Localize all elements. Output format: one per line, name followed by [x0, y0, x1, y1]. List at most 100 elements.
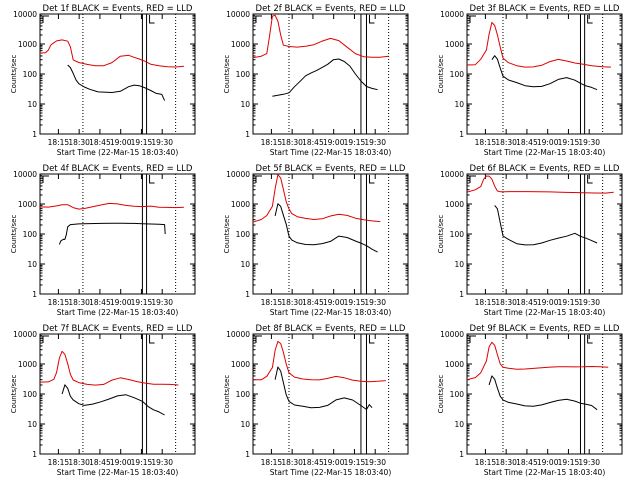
- panel-8: Det 8f BLACK = Events, RED = LLD 1 10 100 10…: [223, 324, 409, 477]
- y-tick-label: 100: [236, 390, 251, 399]
- y-axis-label: Counts/sec: [437, 215, 445, 254]
- x-tick-label: 18:30: [281, 458, 303, 467]
- y-tick-label: 1: [459, 290, 464, 299]
- y-axis-label: Counts/sec: [10, 55, 18, 94]
- y-tick-label: 10: [27, 260, 37, 269]
- x-tick-label: 19:15: [558, 138, 580, 147]
- y-tick-label: 1: [32, 130, 37, 139]
- x-tick-label: 18:15: [475, 458, 497, 467]
- series-line-lld: [39, 202, 184, 210]
- x-axis-label: Start Time (22-Mar-15 18:03:40): [270, 148, 392, 157]
- x-tick-label: 19:30: [151, 138, 173, 147]
- y-axis-label: Counts/sec: [223, 215, 231, 254]
- x-tick-label: 18:30: [495, 458, 517, 467]
- y-tick-label: 10: [27, 420, 37, 429]
- panel-5: Det 5f BLACK = Events, RED = LLD 1 10 100 10…: [223, 164, 409, 317]
- x-tick-label: 19:30: [364, 138, 386, 147]
- plot-frame: [39, 13, 196, 135]
- x-tick-label: 19:30: [578, 458, 600, 467]
- y-tick-label: 100: [450, 230, 465, 239]
- y-tick-label: 10000: [13, 170, 37, 179]
- y-axis-label: Counts/sec: [223, 55, 231, 94]
- x-axis-label: Start Time (22-Mar-15 18:03:40): [57, 148, 179, 157]
- x-tick-label: 18:30: [68, 458, 90, 467]
- series-line-events: [274, 203, 378, 253]
- y-tick-label: 1000: [231, 40, 250, 49]
- corner-flag: [42, 175, 49, 183]
- y-tick-label: 1: [32, 450, 37, 459]
- y-tick-label: 10: [454, 260, 464, 269]
- panel-2: Det 2f BLACK = Events, RED = LLD 1 10 100 10…: [223, 4, 409, 157]
- x-tick-label: 18:15: [261, 298, 283, 307]
- x-tick-label: 18:30: [281, 298, 303, 307]
- series-line-lld: [466, 175, 614, 194]
- y-tick-label: 10: [240, 260, 250, 269]
- y-tick-label: 1: [245, 290, 250, 299]
- series-line-events: [67, 64, 166, 101]
- x-tick-label: 18:45: [516, 298, 538, 307]
- x-tick-label: 19:00: [323, 138, 345, 147]
- panel-title: Det 5f BLACK = Events, RED = LLD: [256, 164, 406, 174]
- x-tick-label: 19:15: [344, 298, 366, 307]
- x-axis-label: Start Time (22-Mar-15 18:03:40): [484, 468, 606, 477]
- y-tick-label: 10: [240, 100, 250, 109]
- panel-3: Det 3f BLACK = Events, RED = LLD 1 10 100 10…: [437, 4, 623, 157]
- y-tick-label: 10000: [13, 10, 37, 19]
- plot-frame: [466, 13, 623, 135]
- y-tick-label: 1: [32, 290, 37, 299]
- y-tick-label: 1: [459, 450, 464, 459]
- y-tick-label: 1000: [231, 360, 250, 369]
- x-axis-label: Start Time (22-Mar-15 18:03:40): [270, 468, 392, 477]
- x-tick-label: 18:15: [261, 138, 283, 147]
- x-tick-label: 18:15: [475, 298, 497, 307]
- corner-flag: [255, 15, 262, 23]
- y-tick-label: 1000: [18, 200, 37, 209]
- interval-flag: [149, 175, 155, 184]
- series-line-events: [58, 222, 166, 245]
- x-tick-label: 18:30: [68, 298, 90, 307]
- y-tick-label: 1000: [18, 40, 37, 49]
- interval-flag: [368, 175, 375, 184]
- interval-flag: [368, 15, 375, 24]
- x-tick-label: 18:45: [89, 298, 111, 307]
- y-tick-label: 10: [240, 420, 250, 429]
- series-line-lld: [252, 340, 386, 383]
- panel-title: Det 9f BLACK = Events, RED = LLD: [470, 324, 620, 334]
- corner-flag: [469, 15, 476, 23]
- corner-flag: [469, 335, 476, 343]
- x-tick-label: 19:30: [364, 298, 386, 307]
- interval-flag: [587, 15, 593, 24]
- y-axis-label: Counts/sec: [10, 375, 18, 414]
- x-tick-label: 18:45: [302, 138, 324, 147]
- y-tick-label: 1000: [18, 360, 37, 369]
- y-tick-label: 1: [245, 130, 250, 139]
- x-tick-label: 19:30: [364, 458, 386, 467]
- x-tick-label: 19:30: [578, 138, 600, 147]
- x-tick-label: 19:15: [558, 298, 580, 307]
- x-tick-label: 18:45: [89, 138, 111, 147]
- corner-flag: [469, 175, 476, 183]
- x-axis-label: Start Time (22-Mar-15 18:03:40): [57, 308, 179, 317]
- y-tick-label: 1: [245, 450, 250, 459]
- x-tick-label: 19:00: [537, 298, 559, 307]
- panel-title: Det 8f BLACK = Events, RED = LLD: [256, 324, 406, 334]
- x-tick-label: 19:15: [558, 458, 580, 467]
- x-tick-label: 18:15: [475, 138, 497, 147]
- x-tick-label: 19:15: [131, 458, 153, 467]
- y-tick-label: 100: [23, 70, 38, 79]
- x-tick-label: 19:30: [578, 298, 600, 307]
- series-line-lld: [252, 14, 389, 59]
- x-tick-label: 18:15: [261, 458, 283, 467]
- x-tick-label: 18:15: [48, 138, 70, 147]
- x-tick-label: 19:00: [323, 298, 345, 307]
- series-line-lld: [252, 174, 381, 223]
- panel-title: Det 7f BLACK = Events, RED = LLD: [43, 324, 193, 334]
- y-tick-label: 100: [23, 230, 38, 239]
- y-axis-label: Counts/sec: [437, 55, 445, 94]
- panel-title: Det 6f BLACK = Events, RED = LLD: [470, 164, 620, 174]
- x-tick-label: 18:30: [281, 138, 303, 147]
- corner-flag: [42, 335, 49, 343]
- y-tick-label: 10000: [440, 170, 464, 179]
- y-tick-label: 1000: [231, 200, 250, 209]
